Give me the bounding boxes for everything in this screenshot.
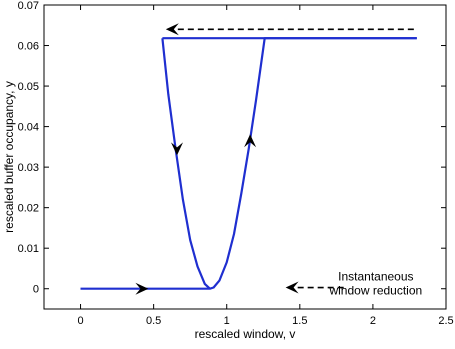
y-tick-label: 0.06: [18, 41, 39, 53]
direction-arrow-2: [244, 134, 257, 148]
series-line-0: [80, 37, 417, 290]
series-layer: [80, 37, 417, 290]
direction-arrow-1: [171, 142, 183, 156]
y-tick-label: 0.02: [18, 203, 39, 215]
plot-area: [43, 4, 447, 310]
x-tick-label: 2: [370, 315, 376, 327]
dashed-arrow-head-0: [165, 23, 179, 36]
y-tick-label: 0.05: [18, 81, 39, 93]
dashed-arrow-head-1: [285, 281, 299, 294]
x-tick-label: 1.5: [292, 315, 307, 327]
x-tick-label: 1: [224, 315, 230, 327]
y-axis-label: rescaled buffer occupancy, y: [2, 81, 16, 233]
x-tick-label: 0.5: [146, 315, 161, 327]
arrow-layer: [135, 23, 414, 295]
y-tick-label: 0.01: [18, 243, 39, 255]
annotation-text: window reduction: [328, 284, 422, 298]
annotation-text: Instantaneous: [338, 270, 413, 284]
direction-arrow-0: [135, 282, 149, 295]
y-tick-label: 0.07: [18, 0, 39, 12]
x-axis-label: rescaled window, v: [195, 327, 296, 341]
y-tick-label: 0.03: [18, 162, 39, 174]
y-tick-label: 0: [33, 284, 39, 296]
series-line-1: [161, 38, 211, 290]
axis-ticks: 0 0.5 1 1.5 2 2.5 0 0.01 0.02 0.03 0.04 0.05 0.06 0.0…: [18, 0, 454, 327]
x-tick-label: 0: [77, 315, 83, 327]
x-tick-label: 2.5: [438, 315, 453, 327]
y-tick-label: 0.04: [18, 122, 39, 134]
